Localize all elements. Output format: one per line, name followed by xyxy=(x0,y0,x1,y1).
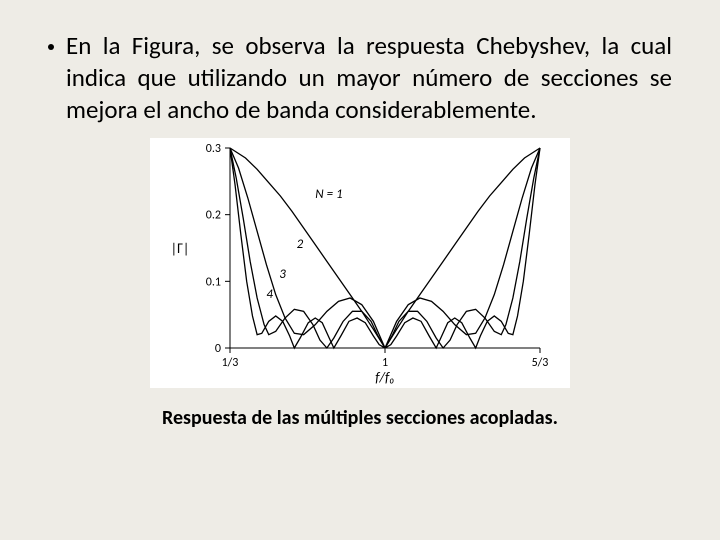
chebyshev-chart: 0 0.1 0.2 0.3 1/3 1 5/3 |Γ| f/f₀ N = 1 234 xyxy=(150,138,570,388)
svg-text:|Γ|: |Γ| xyxy=(171,240,190,257)
svg-text:0.3: 0.3 xyxy=(206,142,221,156)
figure-caption: Respuesta de las múltiples secciones aco… xyxy=(162,406,558,430)
svg-text:N = 1: N = 1 xyxy=(315,187,342,202)
svg-text:5/3: 5/3 xyxy=(532,356,549,370)
svg-text:1/3: 1/3 xyxy=(222,356,239,370)
svg-text:0.2: 0.2 xyxy=(206,209,221,223)
bullet-text: En la Figura, se observa la respuesta Ch… xyxy=(66,30,672,126)
svg-text:2: 2 xyxy=(297,237,304,252)
bullet-block: En la Figura, se observa la respuesta Ch… xyxy=(48,30,672,126)
svg-text:1: 1 xyxy=(382,356,388,370)
slide: En la Figura, se observa la respuesta Ch… xyxy=(0,0,720,540)
svg-text:4: 4 xyxy=(266,287,273,302)
svg-text:f/f₀: f/f₀ xyxy=(375,369,394,386)
svg-text:0: 0 xyxy=(215,342,221,356)
chart-svg: 0 0.1 0.2 0.3 1/3 1 5/3 |Γ| f/f₀ N = 1 234 xyxy=(150,138,570,388)
figure-wrap: 0 0.1 0.2 0.3 1/3 1 5/3 |Γ| f/f₀ N = 1 234 Respues… xyxy=(48,138,672,430)
svg-text:3: 3 xyxy=(279,267,286,282)
bullet-dot-icon xyxy=(48,44,54,50)
svg-text:0.1: 0.1 xyxy=(206,275,221,289)
